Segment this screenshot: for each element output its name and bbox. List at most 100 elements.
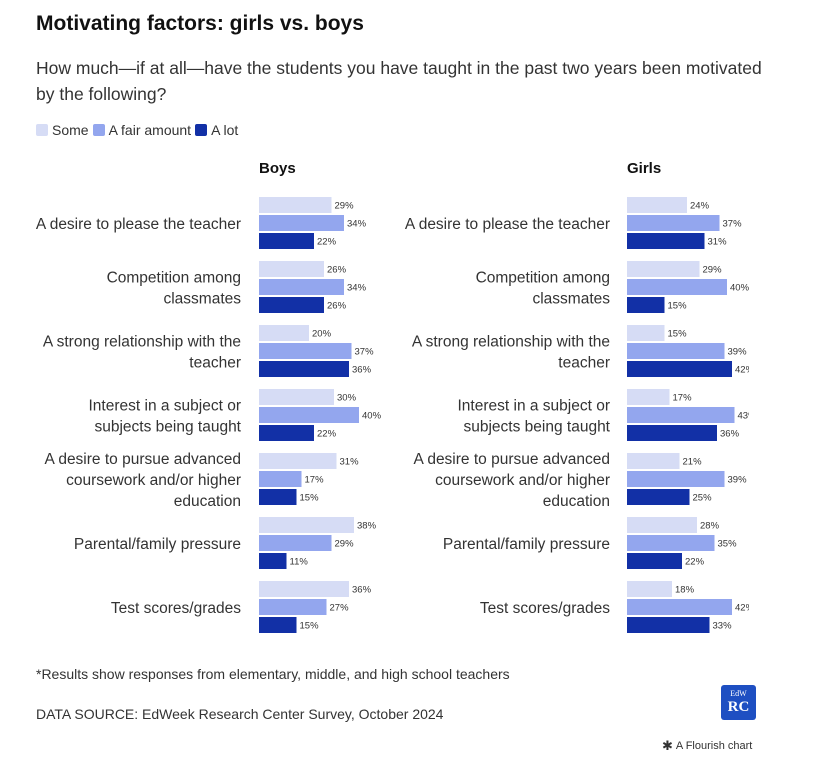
bar-fair-amount[interactable]	[627, 343, 725, 359]
bar-some[interactable]	[627, 197, 687, 213]
bar-fair-amount[interactable]	[259, 407, 359, 423]
bar-a-lot[interactable]	[627, 233, 705, 249]
flourish-asterisk-icon: ✱	[662, 738, 673, 753]
category-label: Interest in a subject or	[458, 398, 611, 415]
category-label: Test scores/grades	[480, 600, 610, 617]
data-label: 28%	[700, 521, 720, 532]
legend-label-a-lot: A lot	[211, 122, 239, 138]
data-label: 36%	[352, 365, 372, 376]
logo-text-top: EdW	[730, 689, 747, 698]
category-label: Competition among	[107, 270, 241, 287]
bar-a-lot[interactable]	[627, 361, 732, 377]
legend-swatch-fair-amount	[92, 124, 105, 136]
bar-some[interactable]	[259, 517, 354, 533]
bar-fair-amount[interactable]	[627, 471, 725, 487]
bar-a-lot[interactable]	[627, 297, 665, 313]
bar-fair-amount[interactable]	[627, 215, 720, 231]
bar-a-lot[interactable]	[259, 361, 349, 377]
category-label: subjects being taught	[95, 419, 242, 436]
data-label: 29%	[335, 539, 355, 550]
bar-fair-amount[interactable]	[259, 471, 302, 487]
legend-swatch-a-lot	[195, 124, 208, 136]
bar-a-lot[interactable]	[259, 489, 297, 505]
bar-some[interactable]	[627, 325, 665, 341]
category-label: subjects being taught	[464, 419, 611, 436]
data-label: 18%	[675, 585, 695, 596]
category-label: A strong relationship with the	[412, 334, 610, 351]
bar-a-lot[interactable]	[627, 489, 690, 505]
bar-some[interactable]	[259, 325, 309, 341]
data-label: 36%	[352, 585, 372, 596]
category-label: Competition among	[476, 270, 610, 287]
category-label: A desire to pursue advanced	[45, 451, 241, 468]
bar-fair-amount[interactable]	[627, 279, 727, 295]
legend-item-a-lot[interactable]: A lot	[195, 122, 238, 138]
bar-fair-amount[interactable]	[259, 599, 327, 615]
category-label: Parental/family pressure	[443, 536, 610, 553]
data-label: 35%	[718, 539, 738, 550]
panel-bars-boys: 29%34%22%26%34%26%20%37%36%30%40%22%31%1…	[259, 197, 381, 633]
data-label: 17%	[673, 393, 693, 404]
category-label: teacher	[558, 355, 610, 372]
bar-a-lot[interactable]	[627, 553, 682, 569]
logo-text-bottom: RC	[727, 699, 750, 715]
category-label: coursework and/or higher	[435, 472, 610, 489]
legend-item-fair-amount[interactable]: A fair amount	[92, 122, 191, 138]
bar-some[interactable]	[259, 453, 337, 469]
bar-fair-amount[interactable]	[259, 535, 332, 551]
category-label: A desire to pursue advanced	[414, 451, 610, 468]
bar-fair-amount[interactable]	[259, 215, 344, 231]
chart-subtitle: How much—if at all—have the students you…	[36, 58, 762, 104]
category-label: coursework and/or higher	[66, 472, 241, 489]
data-label: 43%	[738, 411, 758, 422]
flourish-credit[interactable]: ✱ A Flourish chart	[662, 738, 752, 754]
bar-some[interactable]	[627, 581, 672, 597]
bar-fair-amount[interactable]	[627, 535, 715, 551]
bar-some[interactable]	[627, 453, 680, 469]
data-label: 37%	[355, 347, 375, 358]
panel-title-boys: Boys	[259, 160, 296, 177]
data-label: 31%	[708, 237, 728, 248]
bar-fair-amount[interactable]	[259, 279, 344, 295]
bar-some[interactable]	[259, 261, 324, 277]
data-label: 22%	[317, 237, 337, 248]
bar-a-lot[interactable]	[259, 617, 297, 633]
legend-label-some: Some	[52, 122, 89, 138]
bar-a-lot[interactable]	[259, 425, 314, 441]
bar-some[interactable]	[259, 389, 334, 405]
legend-swatch-some	[36, 124, 48, 136]
panel-bars-girls: 24% 37% 31% 29% 40% 15% 15% 39% 42% 17% 43% 36% 21% 3…	[627, 197, 758, 633]
legend-item-some[interactable]: Some	[36, 122, 89, 138]
category-label: education	[174, 493, 241, 510]
data-label: 30%	[337, 393, 357, 404]
bar-fair-amount[interactable]	[627, 599, 732, 615]
bar-a-lot[interactable]	[627, 425, 717, 441]
bar-some[interactable]	[259, 581, 349, 597]
bar-fair-amount[interactable]	[627, 407, 735, 423]
category-label: classmates	[532, 291, 610, 308]
data-label: 26%	[327, 301, 347, 312]
data-label: 26%	[327, 265, 347, 276]
bar-some[interactable]	[627, 517, 697, 533]
category-label: Test scores/grades	[111, 600, 241, 617]
data-label: 40%	[730, 283, 750, 294]
data-label: 25%	[693, 493, 713, 504]
bar-some[interactable]	[627, 261, 700, 277]
bar-some[interactable]	[627, 389, 670, 405]
data-label: 42%	[735, 603, 755, 614]
bar-some[interactable]	[259, 197, 332, 213]
edweek-rc-logo[interactable]: EdW RC	[721, 685, 756, 720]
data-label: 20%	[312, 329, 332, 340]
data-label: 42%	[735, 365, 755, 376]
bar-a-lot[interactable]	[259, 233, 314, 249]
bar-fair-amount[interactable]	[259, 343, 352, 359]
data-label: 15%	[300, 493, 320, 504]
data-label: 29%	[703, 265, 723, 276]
category-label: A desire to please the teacher	[36, 216, 241, 233]
bar-a-lot[interactable]	[627, 617, 710, 633]
data-label: 17%	[305, 475, 325, 486]
bar-a-lot[interactable]	[259, 297, 324, 313]
data-label: 39%	[728, 347, 748, 358]
bar-a-lot[interactable]	[259, 553, 287, 569]
data-source: DATA SOURCE: EdWeek Research Center Surv…	[36, 706, 444, 722]
